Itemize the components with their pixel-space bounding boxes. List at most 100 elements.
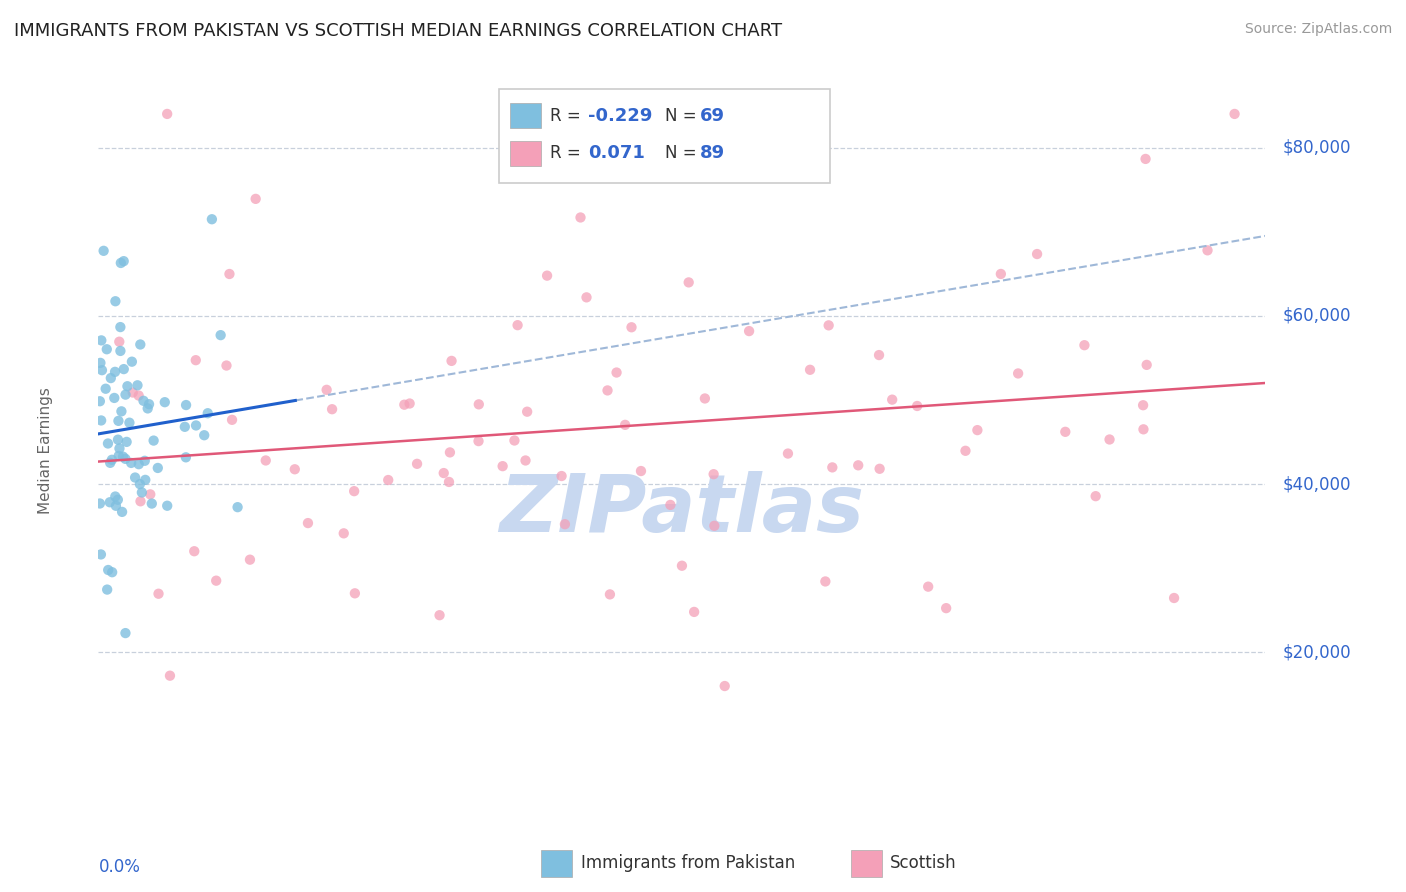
Point xyxy=(917,580,939,594)
Point xyxy=(882,392,904,407)
Text: IMMIGRANTS FROM PAKISTAN VS SCOTTISH MEDIAN EARNINGS CORRELATION CHART: IMMIGRANTS FROM PAKISTAN VS SCOTTISH MED… xyxy=(14,22,782,40)
Point xyxy=(90,413,112,427)
Point xyxy=(966,423,988,437)
Point xyxy=(671,558,693,573)
Point xyxy=(173,419,195,434)
Point xyxy=(406,457,429,471)
Point xyxy=(1084,489,1107,503)
Point xyxy=(799,363,821,377)
Point xyxy=(506,318,529,333)
Point xyxy=(226,500,249,515)
Point xyxy=(620,320,643,334)
Point xyxy=(142,434,165,448)
Point xyxy=(713,679,735,693)
Point xyxy=(112,254,135,268)
Point xyxy=(693,392,716,406)
Point xyxy=(107,433,129,447)
Point xyxy=(297,516,319,530)
Point xyxy=(440,354,463,368)
Point xyxy=(97,436,120,450)
Point xyxy=(112,450,135,464)
Point xyxy=(821,460,844,475)
Point xyxy=(1007,367,1029,381)
Point xyxy=(394,398,416,412)
Point xyxy=(110,256,132,270)
Point xyxy=(90,548,112,562)
Point xyxy=(129,494,152,508)
Point xyxy=(104,490,127,504)
Point xyxy=(776,446,799,460)
Point xyxy=(817,318,839,333)
Point xyxy=(205,574,228,588)
Point xyxy=(127,378,149,392)
Point xyxy=(990,267,1012,281)
Point xyxy=(814,574,837,589)
Point xyxy=(131,485,153,500)
Point xyxy=(121,354,143,368)
Text: $60,000: $60,000 xyxy=(1282,307,1351,325)
Point xyxy=(96,343,118,357)
Point xyxy=(107,414,129,428)
Point xyxy=(183,544,205,558)
Point xyxy=(110,343,132,358)
Point xyxy=(104,499,127,513)
Text: 69: 69 xyxy=(700,107,725,125)
Point xyxy=(197,406,219,420)
Point xyxy=(174,450,197,465)
Point xyxy=(1132,422,1154,436)
Point xyxy=(905,399,928,413)
Text: R =: R = xyxy=(550,145,586,162)
Point xyxy=(146,461,169,475)
Point xyxy=(1026,247,1049,261)
Point xyxy=(614,417,637,432)
Point xyxy=(467,434,489,449)
Point xyxy=(98,456,121,470)
Point xyxy=(101,566,124,580)
Point xyxy=(128,457,150,471)
Point xyxy=(468,397,491,411)
Text: 0.0%: 0.0% xyxy=(98,858,141,876)
Point xyxy=(103,391,125,405)
Point xyxy=(215,359,238,373)
Point xyxy=(683,605,706,619)
Point xyxy=(284,462,307,476)
Point xyxy=(107,449,129,463)
Point xyxy=(1223,107,1246,121)
Text: Immigrants from Pakistan: Immigrants from Pakistan xyxy=(581,855,794,872)
Point xyxy=(93,244,115,258)
Point xyxy=(104,365,127,379)
Point xyxy=(516,405,538,419)
Point xyxy=(134,473,156,487)
Point xyxy=(111,505,134,519)
Point xyxy=(782,157,804,171)
Point xyxy=(218,267,240,281)
Point xyxy=(703,467,725,482)
Point xyxy=(107,492,129,507)
Point xyxy=(221,413,243,427)
Text: N =: N = xyxy=(665,145,702,162)
Point xyxy=(136,401,159,416)
Point xyxy=(377,473,399,487)
Point xyxy=(110,404,132,418)
Point xyxy=(398,396,420,410)
Point xyxy=(139,487,162,501)
Point xyxy=(94,382,117,396)
Point xyxy=(138,397,160,411)
Point xyxy=(343,484,366,499)
Point xyxy=(193,428,215,442)
Point xyxy=(703,518,725,533)
Point xyxy=(429,608,451,623)
Point xyxy=(955,443,977,458)
Point xyxy=(678,276,700,290)
Point xyxy=(1132,398,1154,412)
Text: -0.229: -0.229 xyxy=(588,107,652,125)
Point xyxy=(536,268,558,283)
Point xyxy=(935,601,957,615)
Point xyxy=(439,445,461,459)
Point xyxy=(153,395,176,409)
Point xyxy=(174,398,197,412)
Text: $80,000: $80,000 xyxy=(1282,138,1351,157)
Point xyxy=(91,363,114,377)
Point xyxy=(332,526,354,541)
Point xyxy=(159,668,181,682)
